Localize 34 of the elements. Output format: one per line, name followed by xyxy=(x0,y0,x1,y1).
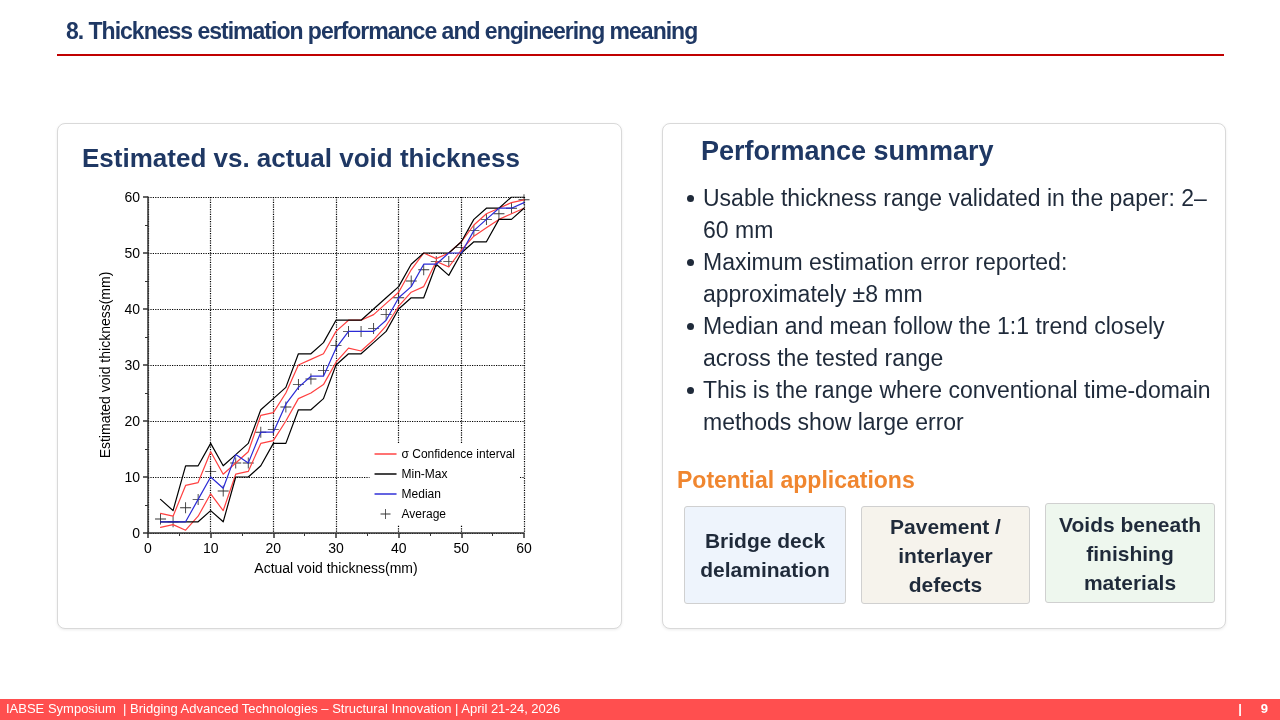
x-tick-label: 40 xyxy=(390,540,407,556)
y-axis-title: Estimated void thickness(mm) xyxy=(97,271,113,459)
text: Voids beneath finishing materials xyxy=(1045,503,1215,603)
legend-label: σ Confidence interval xyxy=(401,447,515,461)
text: 9 xyxy=(1260,701,1268,716)
x-tick-label: 50 xyxy=(453,540,470,556)
text: Bridge deck delamination xyxy=(684,506,846,604)
text: This is the range where conventional time-domain methods show large error xyxy=(702,376,1212,437)
text: | xyxy=(1238,701,1242,716)
y-tick-label: 60 xyxy=(124,189,141,205)
legend-label: Min-Max xyxy=(401,467,448,481)
y-tick-label: 40 xyxy=(124,301,141,317)
y-tick-label: 10 xyxy=(124,469,141,485)
x-tick-label: 60 xyxy=(516,540,532,556)
text: Usable thickness range validated in the paper: 2–60 mm xyxy=(702,184,1208,245)
text: Pavement / interlayer defects xyxy=(861,506,1030,604)
x-tick-label: 20 xyxy=(265,540,282,556)
y-tick-label: 20 xyxy=(124,413,141,429)
legend-label: Median xyxy=(401,487,441,501)
chart-title: Estimated vs. actual void thickness xyxy=(82,143,520,174)
text: 8. Thickness estimation performance and engineering meaning xyxy=(66,18,698,45)
y-tick-label: 0 xyxy=(132,525,141,541)
y-tick-label: 50 xyxy=(124,245,141,261)
x-tick-label: 10 xyxy=(202,540,219,556)
text: Performance summary xyxy=(701,136,994,167)
legend-label: Average xyxy=(401,507,447,521)
x-tick-label: 0 xyxy=(144,540,153,556)
text: Potential applications xyxy=(677,467,915,494)
text: Median and mean follow the 1:1 trend closely across the tested range xyxy=(702,312,1166,373)
text: IABSE Symposium | Bridging Advanced Technologies – Structural Innovation | April 21-24, 2026 xyxy=(6,701,561,716)
x-axis-title: Actual void thickness(mm) xyxy=(254,560,418,576)
text: Maximum estimation error reported: approximately ±8 mm xyxy=(702,248,1069,309)
y-tick-label: 30 xyxy=(124,357,141,373)
x-tick-label: 30 xyxy=(328,540,344,556)
